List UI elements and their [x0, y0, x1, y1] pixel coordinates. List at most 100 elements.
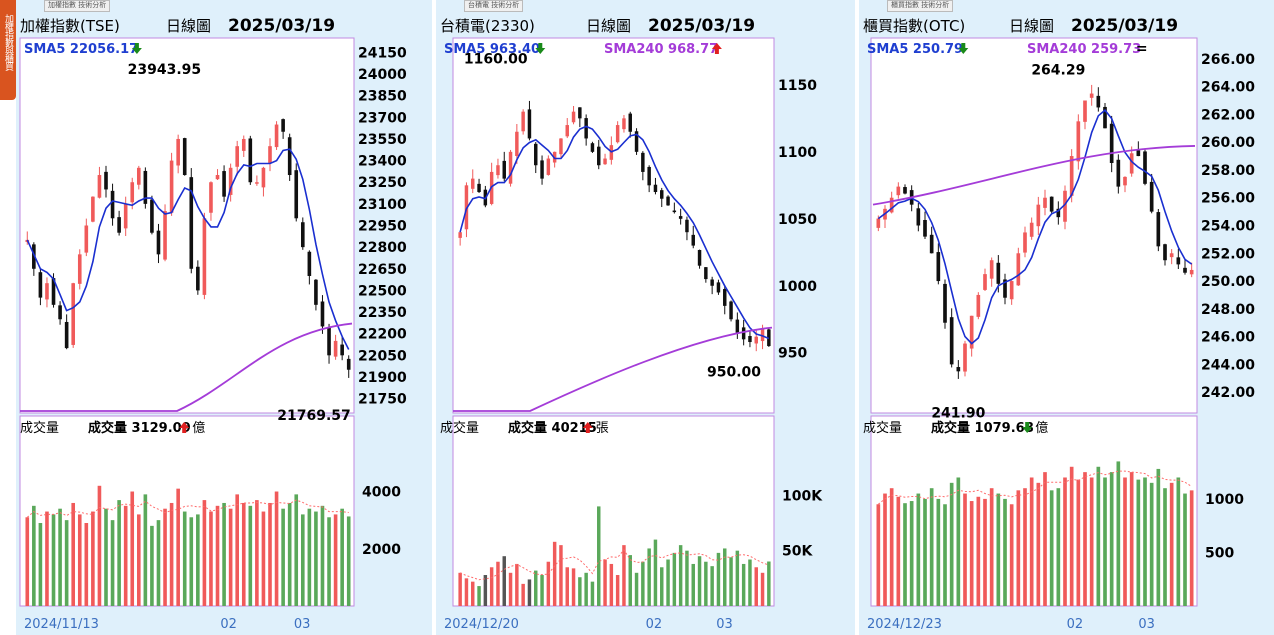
candle-body	[1136, 150, 1141, 157]
chart-svg: 櫃買指數(OTC) 日線圖 2025/03/19 SMA5 250.79 SMA240 …	[863, 16, 1255, 632]
candle-body	[704, 267, 708, 280]
volume-bar	[983, 498, 987, 606]
volume-bar	[1056, 488, 1061, 606]
volume-bar	[1016, 490, 1021, 606]
volume-bar	[916, 493, 921, 606]
candle-body	[515, 131, 519, 156]
side-tab[interactable]: 加權指數與櫃買	[0, 0, 16, 100]
chart-title: 櫃買指數(OTC)	[863, 17, 965, 35]
price-tick-label: 21750	[358, 392, 407, 408]
otc-chart-panel: 櫃買指數 技術分析櫃買指數(OTC) 日線圖 2025/03/19 SMA5 250.…	[859, 0, 1274, 635]
price-tick-label: 23250	[358, 175, 407, 191]
volume-tick-label: 2000	[362, 542, 401, 558]
volume-bar	[903, 503, 907, 606]
candle-body	[672, 210, 677, 213]
candle-body	[996, 262, 1001, 284]
volume-bar	[71, 502, 76, 606]
volume-bar	[628, 555, 632, 606]
x-label-mar: 03	[716, 617, 733, 632]
candle-body	[150, 199, 154, 233]
volume-bar	[268, 502, 272, 606]
volume-bar	[1123, 477, 1127, 606]
price-tick-label: 22500	[358, 283, 407, 299]
candle-body	[176, 138, 180, 166]
candle-body	[248, 138, 253, 183]
volume-tick-label: 50K	[782, 544, 813, 560]
candle-body	[287, 137, 292, 176]
volume-bar	[647, 548, 651, 606]
price-tick-label: 1150	[778, 78, 817, 94]
volume-bar	[1003, 498, 1007, 606]
candle-body	[943, 283, 947, 323]
volume-bar	[949, 482, 954, 606]
candle-body	[104, 171, 108, 190]
volume-ma-line	[877, 470, 1192, 505]
price-tick-label: 22650	[358, 262, 407, 278]
volume-bar	[209, 511, 213, 606]
volume-bar	[1063, 477, 1067, 606]
sma5-line	[459, 125, 770, 340]
volume-bar	[1176, 477, 1181, 606]
volume-bar	[710, 566, 714, 606]
volume-bar	[704, 561, 708, 606]
volume-bar	[235, 494, 240, 606]
chart-title: 台積電(2330)	[440, 17, 535, 35]
candle-body	[156, 230, 161, 255]
price-tick-label: 24000	[358, 67, 407, 83]
candle-body	[527, 109, 532, 139]
volume-caption: 成交量	[440, 420, 479, 436]
chart-date: 2025/03/19	[648, 16, 755, 36]
volume-bar	[1083, 472, 1087, 606]
candle-body	[1103, 106, 1107, 129]
candle-body	[110, 190, 115, 219]
candle-body	[615, 125, 620, 143]
candle-body	[1163, 244, 1167, 261]
sma5-label: SMA5 22056.17	[24, 42, 138, 57]
candle-body	[590, 143, 595, 152]
volume-ma-line	[26, 499, 349, 518]
volume-plot-area	[452, 415, 775, 607]
volume-bar	[1009, 504, 1014, 606]
candle-body	[660, 190, 664, 199]
volume-bar	[943, 504, 947, 606]
candle-body	[1029, 222, 1034, 237]
candle-body	[741, 327, 746, 340]
price-tick-label: 242.00	[1201, 385, 1255, 401]
volume-bar	[685, 550, 689, 606]
volume-bar	[143, 494, 148, 606]
volume-bar	[1069, 466, 1074, 606]
volume-bar	[723, 548, 727, 606]
volume-bar	[314, 511, 318, 606]
candle-body	[1049, 196, 1054, 212]
price-tick-label: 22800	[358, 240, 407, 256]
candle-body	[235, 146, 240, 167]
volume-bar	[565, 567, 569, 606]
candle-body	[182, 138, 187, 176]
candle-body	[255, 182, 259, 184]
candle-body	[956, 367, 961, 372]
volume-bar	[603, 559, 607, 606]
price-tick-label: 254.00	[1201, 219, 1255, 235]
candle-body	[123, 203, 128, 229]
volume-bar	[641, 561, 645, 606]
panel-tab[interactable]: 台積電 技術分析	[464, 0, 524, 12]
volume-bar	[477, 586, 481, 606]
price-tick-label: 22950	[358, 219, 407, 235]
tse-chart-panel: 加權指數 技術分析 加權指數(TSE) 日線圖 2025/03/19 SMA5 2205…	[16, 0, 432, 635]
volume-bar	[84, 523, 89, 606]
volume-bar	[150, 525, 154, 606]
candle-body	[540, 160, 544, 179]
volume-bar	[546, 561, 551, 606]
panel-tab[interactable]: 櫃買指數 技術分析	[887, 0, 954, 12]
volume-bar	[117, 500, 121, 606]
volume-bar	[464, 578, 469, 606]
panel-tab[interactable]: 加權指數 技術分析	[44, 0, 111, 12]
volume-bar	[483, 575, 488, 606]
candle-body	[1009, 281, 1014, 300]
volume-bar	[1163, 488, 1167, 606]
candle-body	[1149, 181, 1154, 212]
candle-body	[666, 196, 670, 206]
x-label-feb: 02	[220, 617, 237, 632]
volume-bar	[889, 488, 894, 606]
volume-bar	[571, 568, 576, 606]
